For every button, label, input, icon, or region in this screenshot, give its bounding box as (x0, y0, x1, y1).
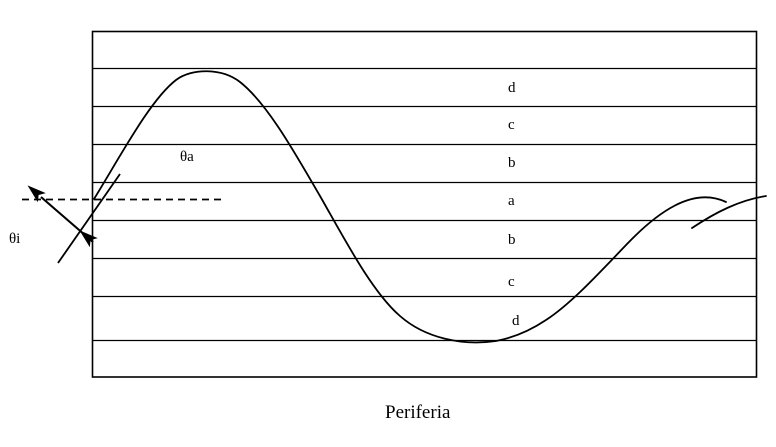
sine-wave-tail (691, 195, 767, 229)
band-label-a-center: a (508, 193, 515, 209)
angle-i-arrow (27, 185, 98, 248)
band-gridlines (92, 67, 757, 342)
band-label-d-top: d (508, 80, 516, 96)
band-label-c-lower: c (508, 274, 515, 290)
sine-wave-curve (93, 70, 727, 344)
figure-caption: Periferia (385, 402, 451, 423)
angle-theta-i-label: θi (9, 231, 21, 247)
angle-theta-a-label: θa (180, 149, 194, 165)
band-label-b-lower: b (508, 232, 516, 248)
band-label-b-upper: b (508, 155, 516, 171)
diagram-frame (91, 30, 758, 378)
band-label-c-upper: c (508, 117, 515, 133)
band-label-d-bottom: d (512, 313, 520, 329)
